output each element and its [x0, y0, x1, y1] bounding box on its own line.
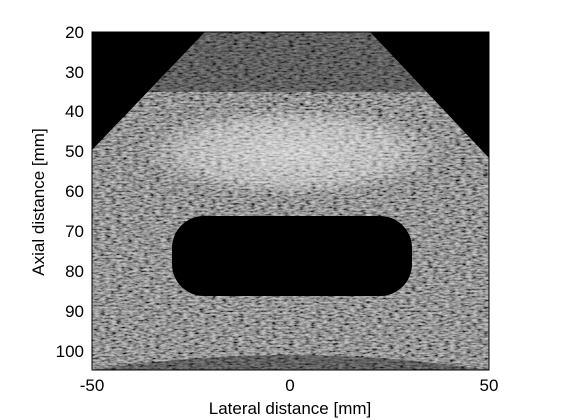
x-tick: 0 — [285, 376, 294, 395]
axes-frame — [91, 31, 490, 371]
y-tick: 60 — [65, 182, 84, 201]
bright-band — [142, 107, 442, 197]
svg-text:50: 50 — [65, 142, 84, 161]
y-tick: 80 — [65, 262, 84, 281]
svg-text:40: 40 — [65, 102, 84, 121]
x-axis-label: Lateral distance [mm] — [209, 399, 372, 418]
x-axis: -50 0 50 — [80, 376, 499, 395]
y-axis: 20 30 40 50 60 70 80 90 100 — [56, 23, 84, 361]
svg-text:100: 100 — [56, 342, 84, 361]
svg-text:70: 70 — [65, 222, 84, 241]
y-tick: 100 — [56, 342, 84, 361]
y-tick: 20 — [65, 23, 84, 42]
y-tick: 70 — [65, 222, 84, 241]
svg-text:30: 30 — [65, 63, 84, 82]
x-tick: 50 — [480, 376, 499, 395]
y-tick: 90 — [65, 302, 84, 321]
y-axis-label: Axial distance [mm] — [29, 128, 48, 275]
svg-text:80: 80 — [65, 262, 84, 281]
svg-text:20: 20 — [65, 23, 84, 42]
svg-text:90: 90 — [65, 302, 84, 321]
y-tick: 50 — [65, 142, 84, 161]
svg-text:60: 60 — [65, 182, 84, 201]
anechoic-cyst — [172, 216, 412, 296]
x-tick: -50 — [80, 376, 105, 395]
y-tick: 40 — [65, 102, 84, 121]
y-tick: 30 — [65, 63, 84, 82]
